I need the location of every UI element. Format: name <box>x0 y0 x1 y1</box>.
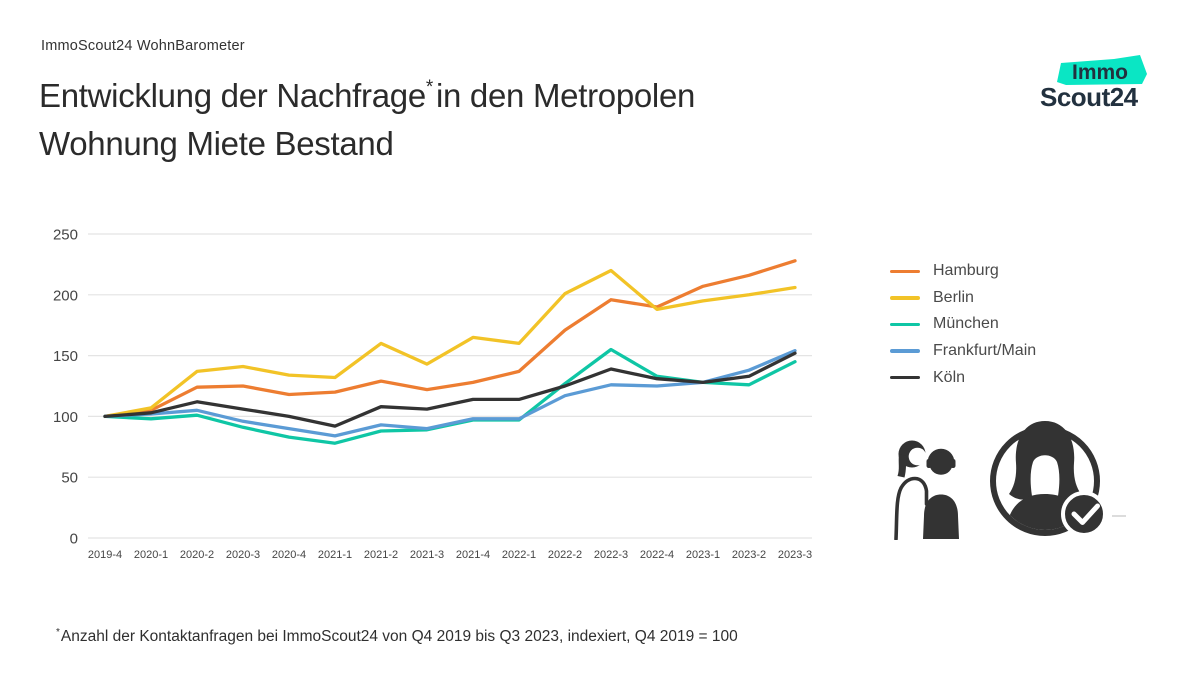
legend-item: Frankfurt/Main <box>890 338 1036 365</box>
x-tick-label: 2023-2 <box>732 549 766 561</box>
series-line-Köln <box>103 351 797 428</box>
series-line-Frankfurt/Main <box>103 349 797 438</box>
series-line-Berlin <box>103 268 797 419</box>
stray-mark <box>1112 515 1126 517</box>
y-tick-label: 250 <box>53 227 78 244</box>
x-tick-label: 2020-2 <box>180 549 214 561</box>
y-tick-label: 0 <box>70 531 78 548</box>
legend-label: Köln <box>933 368 966 386</box>
legend-label: Frankfurt/Main <box>933 342 1037 360</box>
line-chart: 0 50 100 150 200 250 2019-4 2020-1 2020-2 2020-3 2… <box>0 220 840 580</box>
kicker: ImmoScout24 WohnBarometer <box>41 38 245 54</box>
y-tick-label: 100 <box>53 409 78 426</box>
x-tick-label: 2019-4 <box>88 549 122 561</box>
x-tick-label: 2020-1 <box>134 549 168 561</box>
footnote: *Anzahl der Kontaktanfragen bei ImmoScou… <box>56 627 738 646</box>
y-tick-label: 50 <box>61 470 78 487</box>
legend-swatch <box>890 269 920 274</box>
two-people-icon <box>894 440 959 540</box>
footnote-text: Anzahl der Kontaktanfragen bei ImmoScout… <box>60 628 738 645</box>
x-tick-label: 2020-4 <box>272 549 306 561</box>
title-line1-post: in den Metropolen <box>435 77 696 114</box>
legend-item: München <box>890 311 1036 338</box>
legend-swatch <box>890 322 920 327</box>
logo-wordmark: Scout24 <box>1040 82 1138 112</box>
page-title: Entwicklung der Nachfrage*in den Metropo… <box>39 64 695 168</box>
legend-item: Berlin <box>890 285 1036 312</box>
y-tick-label: 150 <box>53 348 78 365</box>
x-tick-label: 2023-3 <box>778 549 812 561</box>
legend-label: München <box>933 315 999 333</box>
legend-item: Köln <box>890 364 1036 391</box>
immoscout24-logo: Immo Scout24 <box>1040 54 1150 120</box>
title-line2: Wohnung Miete Bestand <box>39 125 394 162</box>
legend-label: Berlin <box>933 288 974 306</box>
title-line1-pre: Entwicklung der Nachfrage <box>39 77 426 114</box>
legend-swatch <box>890 375 920 380</box>
x-tick-label: 2023-1 <box>686 549 720 561</box>
svg-text:Immo: Immo <box>1072 61 1128 84</box>
legend-label: Hamburg <box>933 262 999 280</box>
y-tick-label: 200 <box>53 287 78 304</box>
illustration-icons <box>884 412 1114 542</box>
series-line-München <box>103 347 797 445</box>
series-line-Hamburg <box>103 259 797 419</box>
x-tick-label: 2022-4 <box>640 549 674 561</box>
x-tick-label: 2021-1 <box>318 549 352 561</box>
person-check-circle-icon <box>990 421 1104 537</box>
logo-flag-icon: Immo <box>1057 55 1147 85</box>
legend-item: Hamburg <box>890 258 1036 285</box>
x-tick-label: 2021-2 <box>364 549 398 561</box>
legend-swatch <box>890 296 920 300</box>
legend-swatch <box>890 349 920 353</box>
footnote-asterisk: * <box>56 627 60 638</box>
x-tick-label: 2022-1 <box>502 549 536 561</box>
x-tick-label: 2022-2 <box>548 549 582 561</box>
x-tick-label: 2021-4 <box>456 549 490 561</box>
legend: Hamburg Berlin München Frankfurt/Main Köln <box>890 258 1036 391</box>
x-tick-label: 2022-3 <box>594 549 628 561</box>
x-tick-label: 2020-3 <box>226 549 260 561</box>
title-asterisk: * <box>425 77 433 98</box>
x-tick-label: 2021-3 <box>410 549 444 561</box>
